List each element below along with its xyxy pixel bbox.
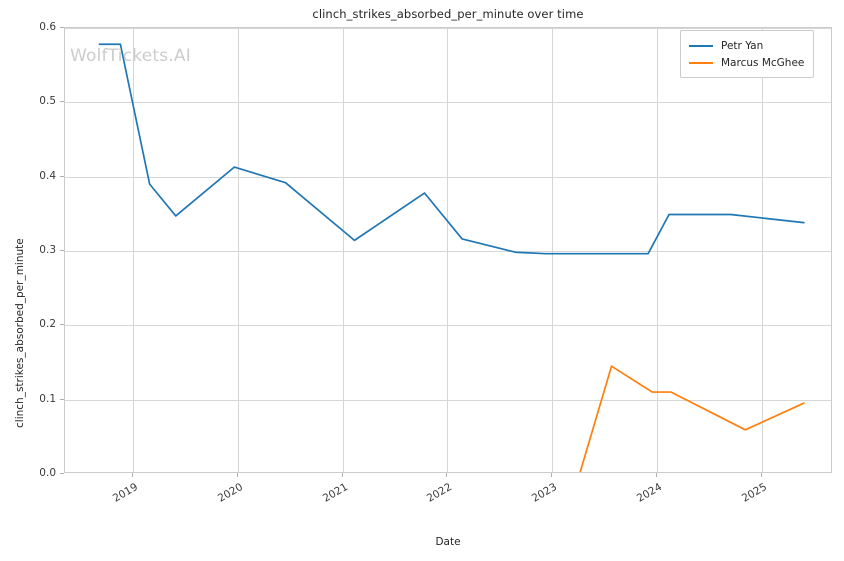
legend-item[interactable]: Petr Yan: [689, 37, 804, 54]
plot-area: [64, 27, 832, 473]
y-tick-label: 0.4: [39, 169, 56, 182]
x-tick-mark: [236, 473, 238, 477]
x-tick-label: 2019: [110, 481, 141, 505]
x-tick-mark: [132, 473, 134, 477]
gridline-vertical: [133, 28, 135, 472]
gridline-vertical: [237, 28, 239, 472]
y-tick-label: 0.1: [39, 392, 56, 405]
x-tick-mark: [551, 473, 553, 477]
gridline-vertical: [761, 28, 763, 472]
legend-item[interactable]: Marcus McGhee: [689, 54, 804, 71]
x-tick-mark: [341, 473, 343, 477]
x-tick-label: 2021: [320, 481, 350, 505]
y-tick-label: 0.3: [39, 244, 56, 256]
chart-title: clinch_strikes_absorbed_per_minute over …: [312, 7, 584, 21]
series-layer: [65, 28, 831, 472]
x-tick-label: 2025: [739, 481, 769, 505]
x-tick-mark: [446, 473, 448, 477]
gridline-vertical: [552, 28, 554, 472]
legend-label: Petr Yan: [721, 39, 764, 52]
x-axis-label: Date: [435, 536, 461, 548]
x-tick-mark: [760, 473, 762, 477]
series-line: [580, 366, 804, 472]
y-tick-mark: [60, 473, 64, 474]
series-line: [99, 44, 803, 253]
gridline-vertical: [447, 28, 449, 472]
y-tick-label: 0.2: [39, 318, 56, 331]
legend-label: Marcus McGhee: [721, 56, 805, 69]
y-tick-label: 0.6: [39, 21, 56, 33]
x-tick-label: 2024: [634, 481, 664, 505]
gridline-vertical: [656, 28, 658, 472]
y-tick-label: 0.0: [39, 467, 56, 479]
y-axis-label: clinch_strikes_absorbed_per_minute: [14, 238, 26, 428]
chart-legend: Petr Yan Marcus McGhee: [680, 30, 815, 78]
x-tick-label: 2020: [215, 481, 245, 505]
legend-swatch-marcus-mcghee: [689, 61, 713, 64]
y-tick-label: 0.5: [39, 95, 56, 108]
x-tick-mark: [655, 473, 657, 477]
x-tick-label: 2023: [530, 481, 560, 505]
x-tick-label: 2022: [425, 481, 455, 505]
gridline-vertical: [342, 28, 344, 472]
legend-swatch-petr-yan: [689, 44, 713, 47]
